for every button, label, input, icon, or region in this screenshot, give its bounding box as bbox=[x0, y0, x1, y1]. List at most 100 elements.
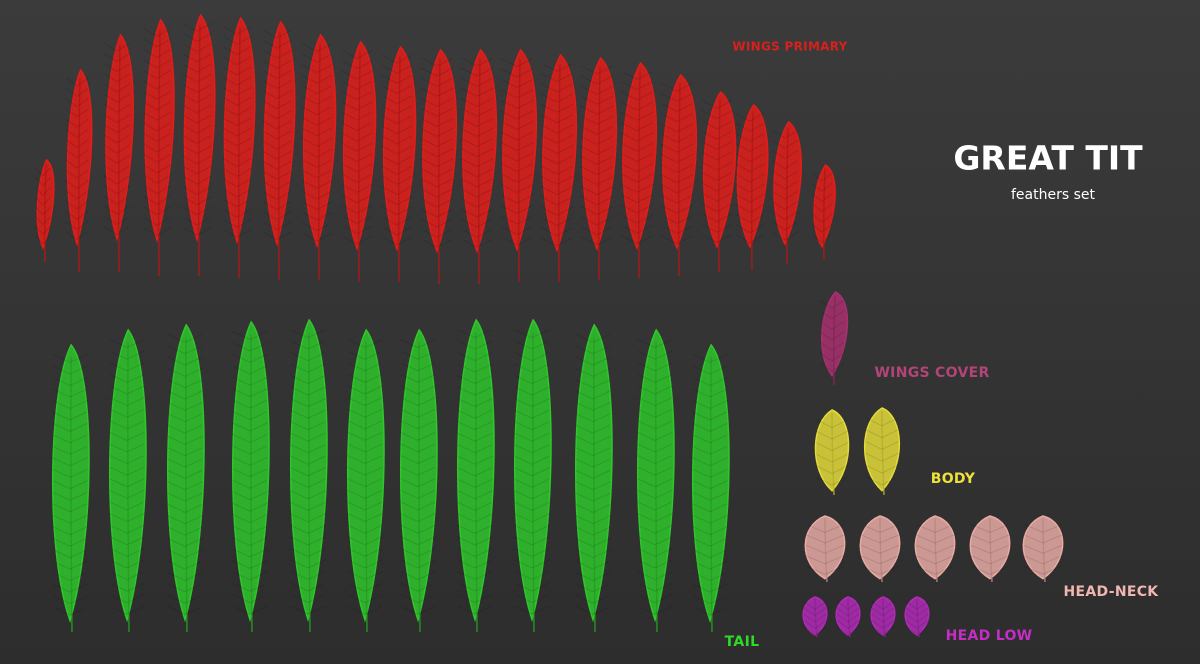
feather bbox=[222, 147, 252, 157]
feather bbox=[341, 214, 373, 224]
feather bbox=[1024, 523, 1062, 533]
feather bbox=[421, 67, 453, 77]
feather bbox=[143, 80, 171, 90]
feather bbox=[103, 165, 131, 174]
feather bbox=[819, 352, 845, 362]
feather bbox=[637, 478, 673, 488]
feather bbox=[182, 73, 212, 83]
feather bbox=[661, 214, 693, 224]
feather bbox=[341, 122, 373, 132]
feather bbox=[232, 502, 268, 512]
feather bbox=[514, 444, 550, 454]
feather bbox=[811, 193, 833, 203]
feather bbox=[347, 362, 383, 372]
feather bbox=[461, 218, 493, 228]
feather bbox=[1024, 534, 1062, 544]
feather bbox=[341, 184, 373, 193]
feather bbox=[575, 379, 611, 389]
feather bbox=[109, 339, 145, 349]
feather bbox=[661, 92, 693, 102]
feather bbox=[103, 103, 131, 113]
feather bbox=[621, 224, 653, 234]
feather bbox=[167, 458, 203, 468]
feather bbox=[400, 478, 436, 488]
feather bbox=[971, 555, 1009, 565]
feather bbox=[457, 455, 493, 465]
feather bbox=[637, 501, 673, 511]
feather bbox=[916, 534, 954, 544]
feather bbox=[52, 468, 88, 478]
feather bbox=[514, 559, 550, 569]
feather bbox=[103, 63, 131, 72]
feather bbox=[461, 148, 493, 158]
feather bbox=[232, 468, 268, 478]
feather bbox=[65, 149, 89, 159]
group-label: BODY bbox=[931, 471, 976, 487]
feather bbox=[541, 124, 573, 134]
feather bbox=[692, 526, 728, 536]
feather bbox=[167, 413, 203, 423]
feather bbox=[819, 331, 845, 341]
feather bbox=[222, 208, 252, 218]
feather bbox=[400, 571, 436, 580]
feather bbox=[421, 208, 453, 218]
feather bbox=[514, 340, 550, 350]
feather bbox=[861, 534, 899, 544]
feather bbox=[143, 49, 171, 58]
feather bbox=[438, 59, 441, 285]
feather bbox=[52, 537, 88, 547]
feather bbox=[621, 70, 653, 80]
feather bbox=[262, 191, 292, 200]
feather bbox=[232, 456, 268, 466]
feather bbox=[1042, 518, 1046, 583]
feather bbox=[541, 103, 573, 113]
feather bbox=[347, 605, 383, 615]
feather bbox=[575, 333, 611, 343]
feather bbox=[109, 501, 145, 511]
feather bbox=[347, 524, 383, 534]
feather bbox=[400, 547, 436, 557]
feather bbox=[701, 151, 733, 161]
feather bbox=[575, 503, 611, 513]
feather bbox=[232, 582, 268, 592]
feather bbox=[581, 115, 613, 125]
feather bbox=[621, 173, 653, 183]
feather bbox=[461, 178, 493, 188]
feather bbox=[905, 619, 929, 629]
feather bbox=[290, 386, 326, 396]
feather bbox=[836, 619, 860, 629]
feather bbox=[637, 582, 673, 592]
feather bbox=[621, 81, 653, 90]
feather bbox=[847, 598, 851, 638]
feather bbox=[701, 161, 733, 171]
feather bbox=[222, 198, 252, 208]
feather bbox=[692, 480, 728, 490]
feather bbox=[290, 340, 326, 350]
feather bbox=[457, 582, 493, 592]
feather bbox=[475, 332, 478, 633]
feather bbox=[70, 356, 73, 633]
feather bbox=[771, 200, 799, 210]
feather bbox=[400, 582, 436, 592]
feather bbox=[109, 362, 145, 372]
feather bbox=[65, 210, 89, 220]
feather bbox=[637, 373, 673, 383]
feather bbox=[637, 547, 673, 557]
feather bbox=[341, 101, 373, 111]
feather bbox=[341, 225, 373, 235]
feather bbox=[806, 555, 844, 565]
feather bbox=[381, 74, 413, 84]
feather bbox=[637, 536, 673, 546]
feather bbox=[581, 125, 613, 135]
feather bbox=[541, 237, 573, 247]
feather bbox=[182, 32, 212, 42]
feather bbox=[501, 79, 533, 88]
feather bbox=[318, 44, 321, 281]
group-label: HEAD-NECK bbox=[1064, 584, 1160, 600]
feather bbox=[341, 142, 373, 152]
feather bbox=[457, 444, 493, 454]
feather bbox=[400, 501, 436, 511]
feather bbox=[836, 600, 860, 610]
feather bbox=[290, 409, 326, 419]
